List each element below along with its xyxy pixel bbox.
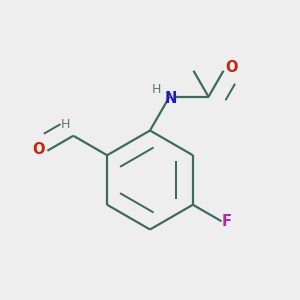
Text: O: O xyxy=(225,60,237,75)
Text: F: F xyxy=(222,214,232,229)
Text: H: H xyxy=(151,83,161,96)
Text: N: N xyxy=(165,91,177,106)
Text: H: H xyxy=(61,118,70,131)
Text: O: O xyxy=(32,142,45,157)
